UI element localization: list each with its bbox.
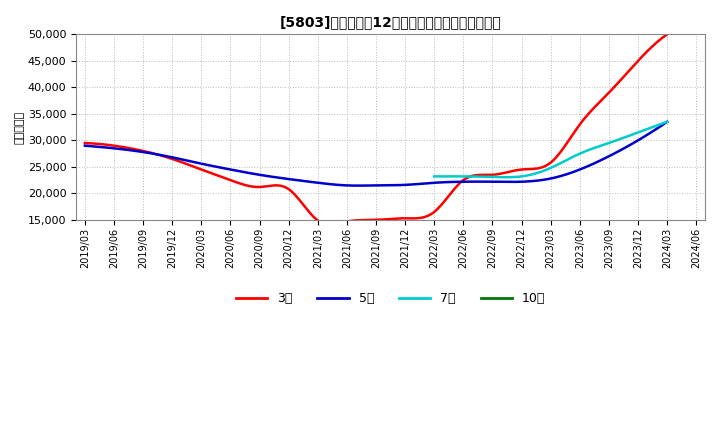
3年 bbox=[429, 210, 438, 215]
5年 bbox=[429, 180, 438, 185]
3年 bbox=[326, 222, 335, 227]
3年 bbox=[81, 140, 89, 146]
7年 bbox=[431, 174, 439, 179]
5年 bbox=[663, 119, 672, 125]
3年 bbox=[439, 200, 448, 205]
5年 bbox=[354, 183, 362, 188]
5年 bbox=[573, 168, 582, 173]
5年 bbox=[81, 143, 89, 148]
7年 bbox=[663, 119, 672, 125]
Line: 3年: 3年 bbox=[85, 34, 667, 224]
5年 bbox=[83, 143, 91, 148]
Title: [5803]　経常利益12か月移動合計の平均値の推移: [5803] 経常利益12か月移動合計の平均値の推移 bbox=[279, 15, 501, 29]
Legend: 3年, 5年, 7年, 10年: 3年, 5年, 7年, 10年 bbox=[230, 287, 550, 310]
5年 bbox=[427, 180, 436, 186]
7年 bbox=[570, 154, 578, 159]
Line: 7年: 7年 bbox=[434, 122, 667, 177]
Line: 5年: 5年 bbox=[85, 122, 667, 186]
3年 bbox=[83, 140, 91, 146]
7年 bbox=[569, 154, 577, 160]
Y-axis label: （百万円）: （百万円） bbox=[15, 110, 25, 144]
7年 bbox=[627, 132, 636, 138]
3年 bbox=[611, 84, 619, 89]
7年 bbox=[642, 127, 650, 132]
5年 bbox=[611, 151, 619, 156]
3年 bbox=[573, 125, 582, 130]
3年 bbox=[427, 211, 436, 216]
7年 bbox=[503, 175, 511, 180]
3年 bbox=[663, 32, 672, 37]
7年 bbox=[573, 152, 582, 157]
7年 bbox=[430, 174, 438, 179]
5年 bbox=[439, 180, 448, 185]
